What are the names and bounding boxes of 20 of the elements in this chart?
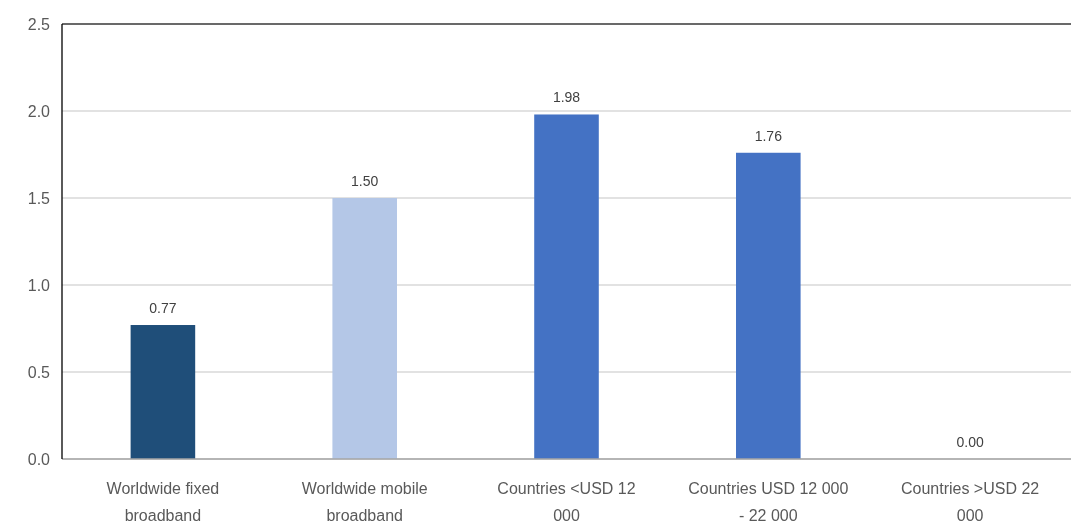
bar <box>130 325 196 459</box>
x-tick-label: Worldwide mobile broadband <box>301 480 428 524</box>
y-tick-label: 1.0 <box>27 276 51 294</box>
y-tick-label: 2.0 <box>27 102 51 120</box>
x-tick-label: Countries USD 12 000 - 22 000 <box>688 480 849 524</box>
y-tick-label: 2.5 <box>27 15 51 33</box>
bar <box>736 152 801 459</box>
y-tick-label: 0.0 <box>27 450 51 468</box>
data-label: 1.50 <box>351 173 379 189</box>
data-label: 0.00 <box>956 434 984 450</box>
data-label: 1.98 <box>552 89 581 106</box>
y-tick-label: 1.5 <box>27 189 51 207</box>
bar <box>534 114 599 459</box>
y-tick-label: 0.5 <box>27 363 51 381</box>
x-tick-label: Worldwide fixed broadband <box>106 480 220 524</box>
bar <box>332 198 397 459</box>
data-label: 1.76 <box>754 127 783 144</box>
data-label: 0.77 <box>149 300 177 317</box>
x-tick-label: Countries <USD 12 000 <box>497 480 636 524</box>
x-tick-label: Countries >USD 22 000 <box>900 480 1040 524</box>
